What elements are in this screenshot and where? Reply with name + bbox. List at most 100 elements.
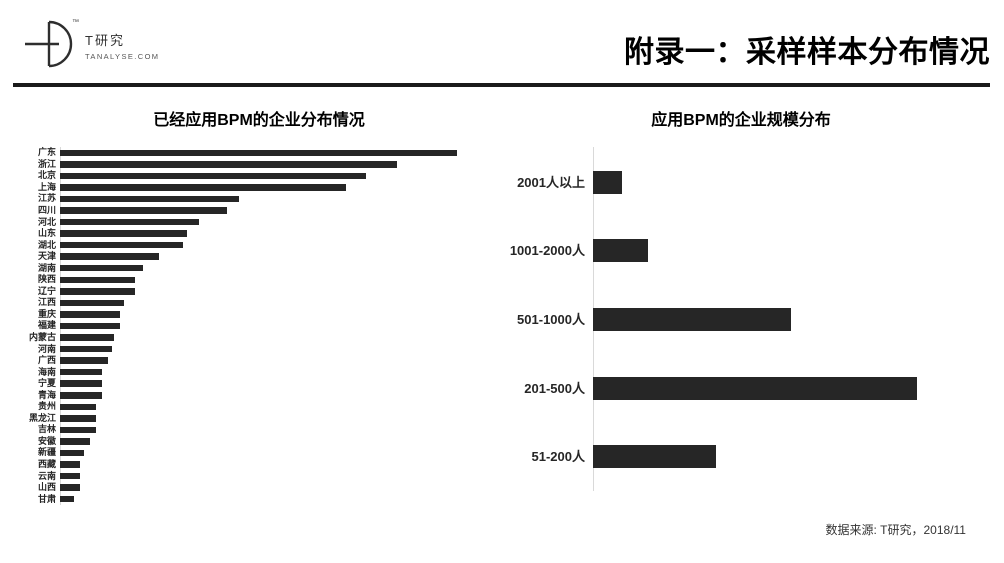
category-label: 黑龙江 — [28, 412, 56, 423]
bar-row: 辽宁 — [13, 286, 457, 298]
bar — [593, 307, 791, 331]
bar-row: 海南 — [13, 366, 457, 378]
bar-row: 山西 — [13, 482, 457, 494]
page-title: 附录一：采样样本分布情况 — [624, 36, 990, 69]
category-label: 51-200人 — [531, 449, 585, 465]
bar — [60, 207, 227, 214]
bar — [60, 368, 102, 376]
bar-row: 广西 — [13, 355, 457, 367]
category-label: 湖北 — [37, 239, 56, 250]
bar-row: 甘肃 — [13, 493, 457, 505]
bar — [60, 253, 160, 260]
category-label: 江苏 — [37, 193, 56, 204]
bar — [60, 334, 114, 341]
bar — [60, 345, 112, 353]
data-source-note: 数据来源: T研究，2018/11 — [825, 523, 967, 537]
category-label: 北京 — [37, 170, 56, 181]
bar-row: 云南 — [13, 470, 457, 482]
bar-row: 黑龙江 — [13, 413, 457, 425]
bar — [60, 218, 199, 226]
category-label: 江西 — [37, 297, 56, 308]
bar-row: 湖南 — [13, 262, 457, 274]
bar-row: 重庆 — [13, 309, 457, 321]
bar-row: 陕西 — [13, 274, 457, 286]
bar — [60, 195, 239, 203]
category-label: 1001-2000人 — [509, 243, 585, 259]
category-label: 2001人以上 — [517, 174, 585, 190]
bar-row: 安徽 — [13, 436, 457, 448]
chart-title-company-size: 应用BPM的企业规模分布 — [651, 112, 831, 129]
category-label: 湖南 — [37, 262, 56, 273]
category-label: 云南 — [37, 470, 56, 481]
category-label: 天津 — [37, 251, 56, 262]
category-label: 西藏 — [37, 459, 56, 470]
category-label: 福建 — [37, 320, 56, 331]
category-label: 河南 — [37, 343, 56, 354]
category-label: 贵州 — [37, 401, 56, 412]
bar — [60, 161, 398, 168]
category-label: 宁夏 — [37, 378, 56, 389]
bar-row: 青海 — [13, 389, 457, 401]
category-label: 海南 — [37, 366, 56, 377]
bar — [60, 357, 108, 364]
logo: ™ T研究 TANALYSE.COM — [25, 19, 159, 70]
category-label: 辽宁 — [37, 285, 56, 296]
bar-row: 新疆 — [13, 447, 457, 459]
bar-row: 广东 — [13, 147, 457, 159]
bar-row: 湖北 — [13, 239, 457, 251]
bar — [60, 472, 80, 480]
category-label: 内蒙古 — [28, 332, 56, 343]
bar-row: 内蒙古 — [13, 332, 457, 344]
bar — [60, 276, 136, 284]
bar-row: 501-1000人 — [500, 285, 917, 354]
bar — [60, 403, 96, 411]
category-label: 安徽 — [37, 435, 56, 446]
bar — [60, 322, 120, 330]
category-label: 山西 — [37, 482, 56, 493]
bar — [60, 230, 188, 237]
bar-row: 西藏 — [13, 459, 457, 471]
bar — [60, 172, 366, 180]
bar-row: 1001-2000人 — [500, 217, 917, 286]
chart-title-province: 已经应用BPM的企业分布情况 — [153, 112, 365, 129]
bar — [60, 426, 96, 434]
bar — [60, 380, 102, 387]
bar — [60, 461, 80, 468]
bar-row: 201-500人 — [500, 354, 917, 423]
bar — [60, 149, 457, 157]
bar-row: 贵州 — [13, 401, 457, 413]
bar-row: 福建 — [13, 320, 457, 332]
category-label: 广西 — [37, 355, 56, 366]
bar-row: 2001人以上 — [500, 148, 917, 217]
bar — [60, 241, 184, 249]
category-label: 浙江 — [37, 158, 56, 169]
bar — [593, 239, 649, 263]
bar — [593, 170, 623, 194]
category-label: 陕西 — [37, 274, 56, 285]
header-divider — [13, 83, 990, 87]
bar-row: 吉林 — [13, 424, 457, 436]
tanalyse-logo-icon — [25, 20, 73, 68]
bar — [60, 415, 96, 422]
logo-text: T研究 TANALYSE.COM — [85, 30, 159, 61]
bar — [60, 311, 120, 318]
bar-row: 四川 — [13, 205, 457, 217]
bar — [60, 484, 80, 491]
bar — [60, 438, 90, 445]
category-label: 甘肃 — [37, 493, 56, 504]
brand-domain: TANALYSE.COM — [85, 51, 160, 61]
plot-area-company-size: 2001人以上 1001-2000人 501-1000人 201-500人 51-200… — [500, 148, 917, 491]
trademark-symbol: ™ — [72, 19, 79, 26]
bar-row: 江苏 — [13, 193, 457, 205]
brand-name: T研究 — [85, 32, 125, 48]
bar — [593, 376, 917, 400]
plot-area-province: 广东 浙江 北京 上海 江苏 四川 河北 山东 湖北 天津 湖南 陕西 辽宁 江西 重庆 福建 内蒙古 河南 广西海… — [13, 147, 457, 505]
bar-row: 江西 — [13, 297, 457, 309]
category-label: 上海 — [37, 181, 56, 192]
category-label: 青海 — [37, 389, 56, 400]
category-label: 新疆 — [37, 447, 56, 458]
bar-row: 宁夏 — [13, 378, 457, 390]
bar-row: 上海 — [13, 182, 457, 194]
bar — [60, 495, 74, 503]
